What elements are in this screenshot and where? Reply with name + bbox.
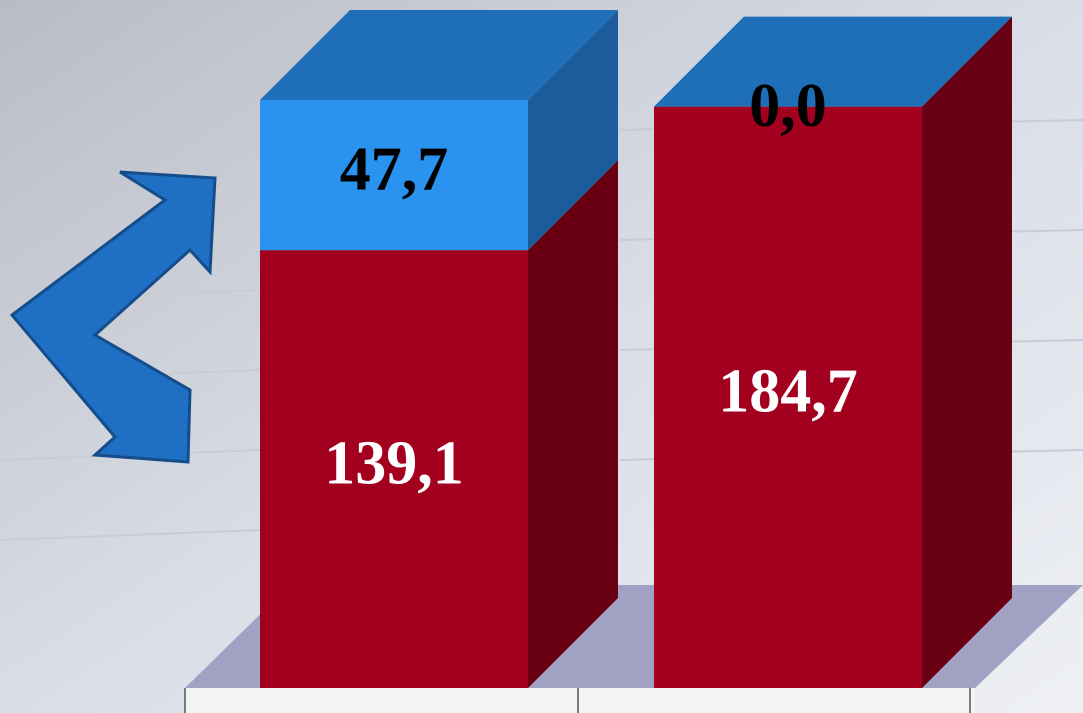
data-label: 184,7 — [718, 358, 858, 426]
bar-front — [260, 100, 528, 251]
data-label: 139,1 — [324, 429, 464, 497]
double-arrow — [9, 170, 217, 464]
bar-top — [654, 16, 1012, 107]
bar-side — [922, 16, 1012, 688]
data-label: 0,0 — [749, 72, 827, 140]
bar-top — [260, 10, 618, 100]
bar-front — [654, 106, 922, 688]
data-label: 47,7 — [340, 135, 449, 203]
category-dividers — [184, 688, 971, 713]
bar-front — [260, 250, 528, 688]
bar-side — [528, 10, 618, 251]
bar-side — [528, 160, 618, 688]
floor-front — [185, 688, 975, 713]
